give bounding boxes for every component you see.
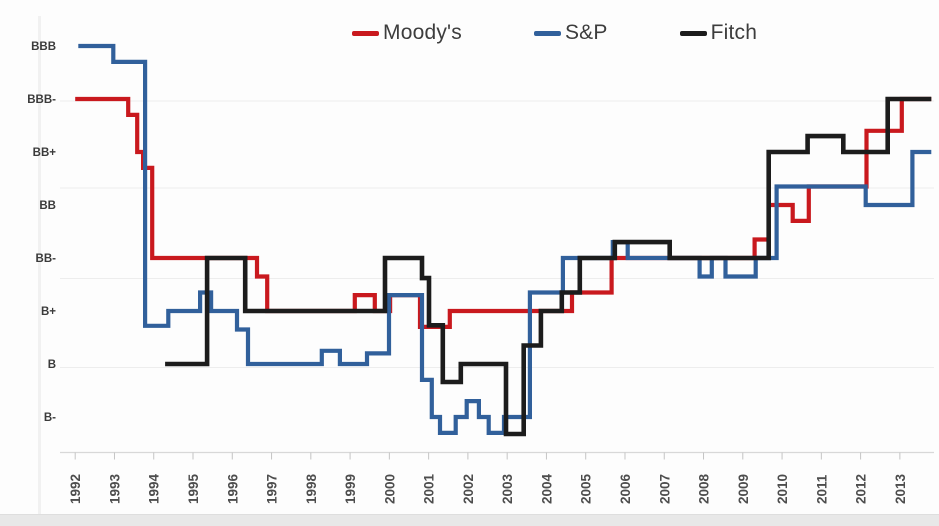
x-tick-label-2001: 2001 bbox=[422, 473, 437, 504]
y-tick-label-BBBminus: BBB- bbox=[27, 94, 56, 106]
x-tick-label-2010: 2010 bbox=[775, 474, 790, 504]
legend-marker-fitch bbox=[679, 30, 707, 36]
chart-legend: Moody's S&P Fitch bbox=[352, 21, 757, 45]
x-tick-label-1994: 1994 bbox=[147, 473, 162, 504]
x-tick-label-2004: 2004 bbox=[539, 473, 554, 504]
y-tick-label-Bplus: B+ bbox=[41, 306, 56, 318]
x-tick-label-2006: 2006 bbox=[618, 473, 633, 504]
x-tick-label-1997: 1997 bbox=[265, 474, 280, 504]
series-line-fitch bbox=[165, 96, 932, 437]
x-tick-label-2011: 2011 bbox=[814, 474, 829, 504]
x-tick-label-1996: 1996 bbox=[225, 473, 240, 504]
legend-label-fitch: Fitch bbox=[710, 21, 758, 44]
x-tick-label-2007: 2007 bbox=[657, 474, 672, 504]
x-tick-label-2009: 2009 bbox=[736, 474, 751, 504]
x-tick-label-2008: 2008 bbox=[697, 473, 712, 504]
x-tick-label-1992: 1992 bbox=[68, 474, 83, 504]
page-edge-shadow bbox=[38, 16, 41, 514]
x-tick-label-1993: 1993 bbox=[107, 473, 122, 504]
x-tick-label-1995: 1995 bbox=[186, 473, 201, 504]
x-tick-label-2005: 2005 bbox=[579, 473, 594, 504]
legend-marker-sp bbox=[533, 30, 561, 36]
legend-item-moodys: Moody's bbox=[352, 21, 462, 45]
x-tick-label-2002: 2002 bbox=[461, 474, 476, 504]
footer-scroll-band bbox=[0, 514, 939, 526]
x-tick-label-2013: 2013 bbox=[893, 473, 908, 504]
x-tick-label-1998: 1998 bbox=[304, 473, 319, 504]
y-tick-label-B: B bbox=[48, 359, 56, 371]
y-tick-label-Bminus: B- bbox=[44, 412, 56, 424]
legend-item-sp: S&P bbox=[533, 21, 608, 45]
legend-label-sp: S&P bbox=[564, 21, 608, 44]
x-tick-label-2000: 2000 bbox=[382, 474, 397, 504]
legend-marker-moodys bbox=[352, 30, 379, 36]
y-tick-label-BBplus: BB+ bbox=[33, 147, 57, 159]
x-tick-label-2003: 2003 bbox=[500, 473, 515, 504]
y-tick-label-BB: BB bbox=[39, 200, 56, 212]
x-tick-label-1999: 1999 bbox=[343, 474, 358, 504]
y-tick-label-BBB: BBB bbox=[31, 41, 56, 53]
legend-item-fitch: Fitch bbox=[679, 21, 758, 45]
y-tick-label-BBminus: BB- bbox=[36, 253, 57, 265]
legend-label-moodys: Moody's bbox=[383, 21, 462, 44]
x-tick-label-2012: 2012 bbox=[854, 474, 869, 504]
